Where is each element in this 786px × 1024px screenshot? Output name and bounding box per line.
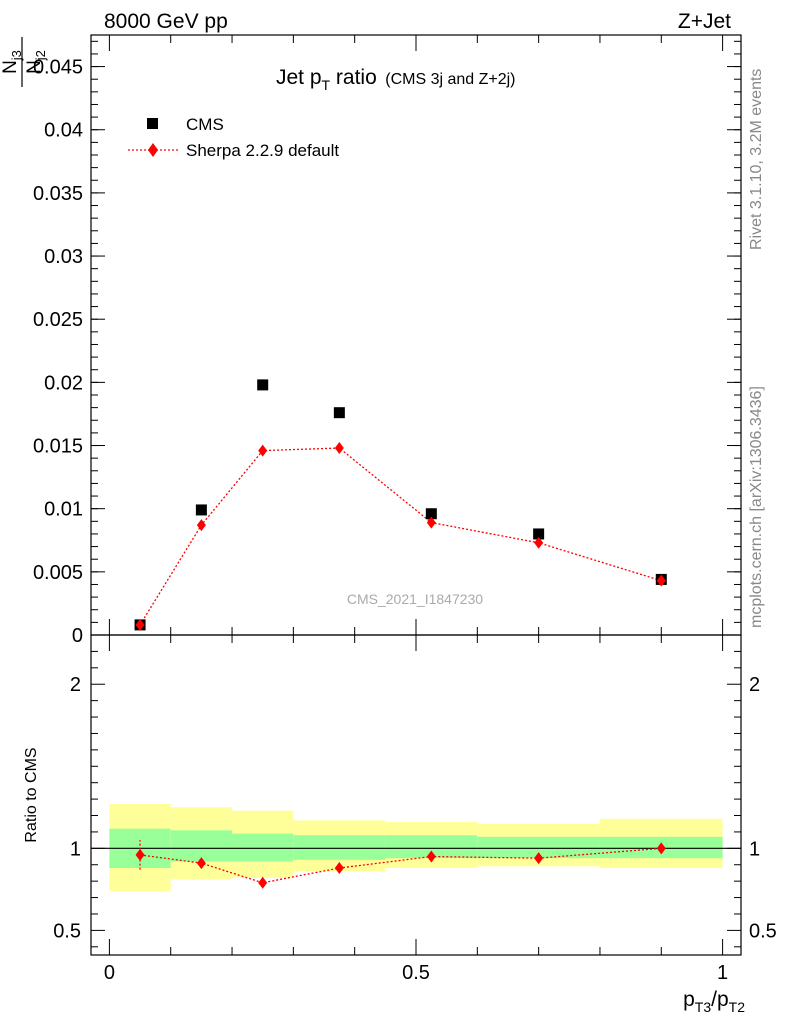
y-tick-label: 0.045	[33, 57, 83, 79]
inner-band-bin	[477, 836, 600, 859]
x-tick-label: 0	[104, 962, 115, 984]
cms-data-point	[257, 379, 269, 391]
ratio-sherpa-point	[534, 852, 544, 865]
sherpa-data-point	[656, 574, 666, 587]
ratio-y-tick-label: 1	[70, 838, 81, 860]
sherpa-data-point	[426, 516, 436, 529]
legend-sherpa-label: Sherpa 2.2.9 default	[186, 141, 339, 160]
sherpa-data-point	[135, 618, 145, 631]
ratio-y-tick-label: 2	[70, 674, 81, 696]
ratio-sherpa-point	[334, 862, 344, 875]
mcplots-source-label: mcplots.cern.ch [arXiv:1306.3436]	[748, 386, 765, 628]
ratio-sherpa-point	[426, 850, 436, 863]
main-y-axis-label: Nj3 Nj2	[0, 37, 48, 87]
ratio-sherpa-point	[196, 857, 206, 870]
cms-data-point	[333, 407, 345, 419]
y-tick-label: 0	[72, 625, 83, 647]
y-tick-label: 0.01	[44, 499, 83, 521]
sherpa-data-point	[534, 536, 544, 549]
inner-band-bin	[293, 835, 386, 860]
rivet-version-label: Rivet 3.1.10, 3.2M events	[748, 68, 765, 250]
y-tick-label: 0.02	[44, 372, 83, 394]
cms-data-point	[195, 504, 207, 516]
ratio-sherpa-point	[656, 842, 666, 855]
legend: CMS Sherpa 2.2.9 default	[128, 115, 339, 160]
ratio-y-tick-label-right: 2	[749, 674, 760, 696]
cms-data-point	[533, 528, 545, 540]
inner-band-bin	[385, 835, 478, 859]
svg-text:Nj3: Nj3	[0, 50, 24, 74]
ratio-uncertainty-bands	[109, 804, 723, 891]
cms-data-point	[425, 508, 437, 520]
inner-band-bin	[170, 830, 233, 862]
x-tick-label: 0.5	[402, 962, 430, 984]
legend-sherpa-marker	[148, 143, 158, 157]
y-tick-label: 0.015	[33, 436, 83, 458]
ratio-y-tick-label-right: 1	[749, 838, 760, 860]
legend-cms-label: CMS	[186, 115, 224, 134]
legend-cms-marker	[147, 118, 158, 129]
y-tick-label: 0.025	[33, 309, 83, 331]
y-tick-label: 0.035	[33, 183, 83, 205]
y-tick-label: 0.005	[33, 562, 83, 584]
y-tick-label: 0.03	[44, 246, 83, 268]
sherpa-data-point	[258, 444, 268, 457]
svg-text:Nj2: Nj2	[24, 50, 48, 74]
x-tick-label: 1	[717, 962, 728, 984]
plot-title: Jet pT ratio (CMS 3j and Z+2j)	[276, 66, 516, 93]
analysis-watermark: CMS_2021_I1847230	[347, 591, 483, 607]
ratio-sherpa-point	[135, 848, 145, 861]
ratio-sherpa-point	[258, 876, 268, 889]
header-process-label: Z+Jet	[678, 10, 731, 33]
ratio-plot-frame	[90, 634, 742, 956]
x-axis-label: pT3/pT2	[683, 988, 745, 1015]
ratio-y-tick-label-right: 0.5	[749, 920, 777, 942]
inner-band-bin	[232, 833, 294, 862]
ratio-y-tick-label: 0.5	[53, 920, 81, 942]
y-tick-label: 0.04	[44, 120, 83, 142]
sherpa-data-point	[334, 442, 344, 455]
header-energy-label: 8000 GeV pp	[104, 10, 228, 33]
ratio-y-axis-label: Ratio to CMS	[23, 747, 40, 842]
sherpa-data-point	[196, 519, 206, 532]
